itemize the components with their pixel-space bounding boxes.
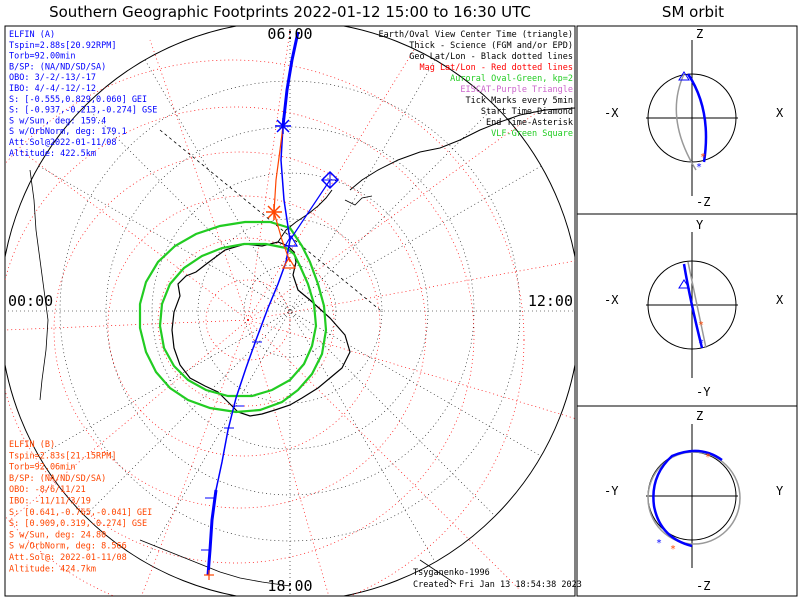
- elfin-a-info-line: S w/Sun, deg: 159.4: [9, 116, 106, 126]
- svg-text:*: *: [698, 320, 704, 331]
- orbit-yz-elfin-a: [652, 449, 723, 548]
- elfin-b-info: ELFIN (B)Tspin=2.83s[21.15RPM] Torb=92.06…: [9, 440, 152, 574]
- orbit-xy-elfin-a: [682, 263, 704, 349]
- hour-label-left: 00:00: [8, 292, 53, 310]
- elfin-a-info-line: B/SP: (NA/ND/SD/SA): [9, 62, 106, 72]
- orbit-xy-bottom: -Y: [696, 385, 711, 399]
- auroral-oval-inner: [158, 242, 318, 398]
- elfin-a-bottom-marker: [204, 570, 214, 580]
- elfin-b-info-line: S w/OrbNorm, deg: 8.566: [9, 542, 127, 552]
- elfin-a-info-line: IBO: 4/-4/-12/-12: [9, 84, 96, 94]
- elfin-a-info: ELFIN (A)Tspin=2.88s[20.92RPM]Torb=92.00…: [9, 30, 157, 159]
- elfin-b-info-line: IBO: -11/11/3/19: [9, 497, 91, 507]
- legend-entry: Auroral Oval-Green, kp=2: [450, 74, 573, 84]
- elfin-b-info-line: S w/Sun, deg: 24.80: [9, 530, 106, 540]
- legend-entry: Mag Lat/Lon - Red dotted lines: [419, 63, 573, 73]
- hour-label-bottom: 18:00: [267, 577, 312, 595]
- elfin-b-view-triangle: [281, 256, 297, 269]
- legend-entry: EISCAT-Purple Triangle: [460, 85, 573, 95]
- orbit-yz-right: Y: [776, 484, 784, 498]
- legend-entry: Start Time-Diamond: [481, 107, 573, 117]
- legend-entry: Thick - Science (FGM and/or EPD): [409, 41, 573, 51]
- orbit-xy-top: Y: [696, 218, 704, 232]
- orbit-xz-top: Z: [696, 27, 703, 41]
- elfin-b-info-line: ELFIN (B): [9, 440, 55, 450]
- orbit-panel-xz: * * Z -Z -X X: [604, 27, 784, 209]
- orbit-yz-left: -Y: [604, 484, 619, 498]
- orbit-yz-top: Z: [696, 409, 703, 423]
- svg-text:*: *: [705, 452, 711, 463]
- hour-label-top: 06:00: [267, 25, 312, 43]
- orbit-xz-right: X: [776, 106, 784, 120]
- south-america-coastline: [349, 107, 575, 191]
- elfin-a-info-line: S w/OrbNorm, deg: 179.1: [9, 127, 127, 137]
- orbit-title: SM orbit: [662, 3, 724, 21]
- orbit-panels: * * Z -Z -X X * * Y -Y -X X: [576, 25, 798, 597]
- elfin-a-info-line: Tspin=2.88s[20.92RPM]: [9, 41, 116, 51]
- elfin-b-footprint-track: [273, 125, 291, 263]
- africa-coastline: [29, 169, 49, 401]
- svg-text:*: *: [670, 544, 676, 555]
- elfin-b-info-line: Torb=92.06min: [9, 463, 76, 473]
- footprint-map: 06:00 00:00 12:00 18:00 ELFIN (A)Tspin=2…: [4, 25, 582, 597]
- legend-entry: Geo Lat/Lon - Black dotted lines: [409, 52, 573, 62]
- orbit-xz-left: -X: [604, 106, 619, 120]
- elfin-b-info-line: Att.Sol@: 2022-01-11/08: [9, 553, 127, 563]
- model-credit: Tsyganenko-1996: [413, 568, 490, 578]
- elfin-b-info-line: OBO: -8/6/11/21: [9, 485, 86, 495]
- orbit-panel-xy: * * Y -Y -X X: [604, 218, 784, 399]
- elfin-b-info-line: S: [0.909,0.319,-0.274] GSE: [9, 519, 147, 529]
- antarctica-coastline: [171, 241, 351, 417]
- elfin-a-info-line: S: [-0.937,-0.213,-0.274] GSE: [9, 106, 157, 116]
- elfin-a-info-line: Torb=92.00min: [9, 52, 76, 62]
- map-title: Southern Geographic Footprints 2022-01-1…: [49, 3, 531, 21]
- svg-text:*: *: [700, 152, 706, 163]
- orbit-xz-ground: [675, 73, 697, 171]
- elfin-a-ticks: [201, 341, 262, 551]
- elfin-a-science-segment-2: [206, 489, 218, 576]
- elfin-b-info-line: S: [0.641,-0.765,-0.041] GEI: [9, 508, 152, 518]
- elfin-a-start-diamond: [320, 170, 340, 190]
- nz-coastline: [419, 559, 457, 585]
- hour-label-right: 12:00: [528, 292, 573, 310]
- legend-entry: Earth/Oval View Center Time (triangle): [379, 30, 573, 40]
- elfin-b-info-line: B/SP: (NA/ND/SD/SA): [9, 474, 106, 484]
- elfin-b-info-line: Altitude: 424.7km: [9, 564, 96, 574]
- auroral-oval-outer: [138, 220, 328, 414]
- geo-grid: [5, 26, 575, 596]
- mag-grid: [5, 29, 575, 596]
- orbit-xy-right: X: [776, 293, 784, 307]
- svg-text:*: *: [656, 538, 662, 549]
- elfin-a-end-asterisk: [275, 118, 291, 134]
- orbit-xz-elfin-a: [686, 73, 708, 163]
- elfin-a-info-line: ELFIN (A): [9, 30, 55, 40]
- elfin-a-info-line: S: [-0.555,0.829,0.060] GEI: [9, 95, 147, 105]
- south-america-coast-2: [344, 195, 373, 206]
- map-legend: Earth/Oval View Center Time (triangle)Th…: [379, 30, 573, 139]
- orbit-panel-frame: [576, 25, 798, 597]
- orbit-panel-yz: * * * Z -Z -Y Y: [604, 409, 784, 593]
- orbit-yz-bottom: -Z: [696, 579, 710, 593]
- elfin-a-info-line: Att.Sol@2022-01-11/08: [9, 138, 116, 148]
- elfin-a-science-segment: [281, 31, 300, 127]
- legend-entry: Tick Marks every 5min: [466, 96, 573, 106]
- elfin-a-view-line: [289, 179, 331, 241]
- elfin-b-info-line: Tspin=2.83s[21.15RPM]: [9, 451, 116, 461]
- elfin-b-asterisk: [266, 204, 282, 220]
- legend-entry: End Time-Asterisk: [486, 118, 573, 128]
- svg-text:*: *: [698, 338, 704, 349]
- svg-text:*: *: [696, 162, 702, 173]
- created-timestamp: Created: Fri Jan 13 18:54:38 2023: [413, 580, 582, 590]
- orbit-xy-ground: [687, 261, 707, 349]
- view-center-line: [159, 129, 381, 311]
- elfin-a-view-triangle: [283, 234, 299, 247]
- elfin-a-info-line: OBO: 3/-2/-13/-17: [9, 73, 96, 83]
- legend-entry: VLF-Green Square: [491, 129, 573, 139]
- orbit-xy-left: -X: [604, 293, 619, 307]
- orbit-xz-bottom: -Z: [696, 195, 710, 209]
- elfin-a-info-line: Altitude: 422.5km: [9, 149, 96, 159]
